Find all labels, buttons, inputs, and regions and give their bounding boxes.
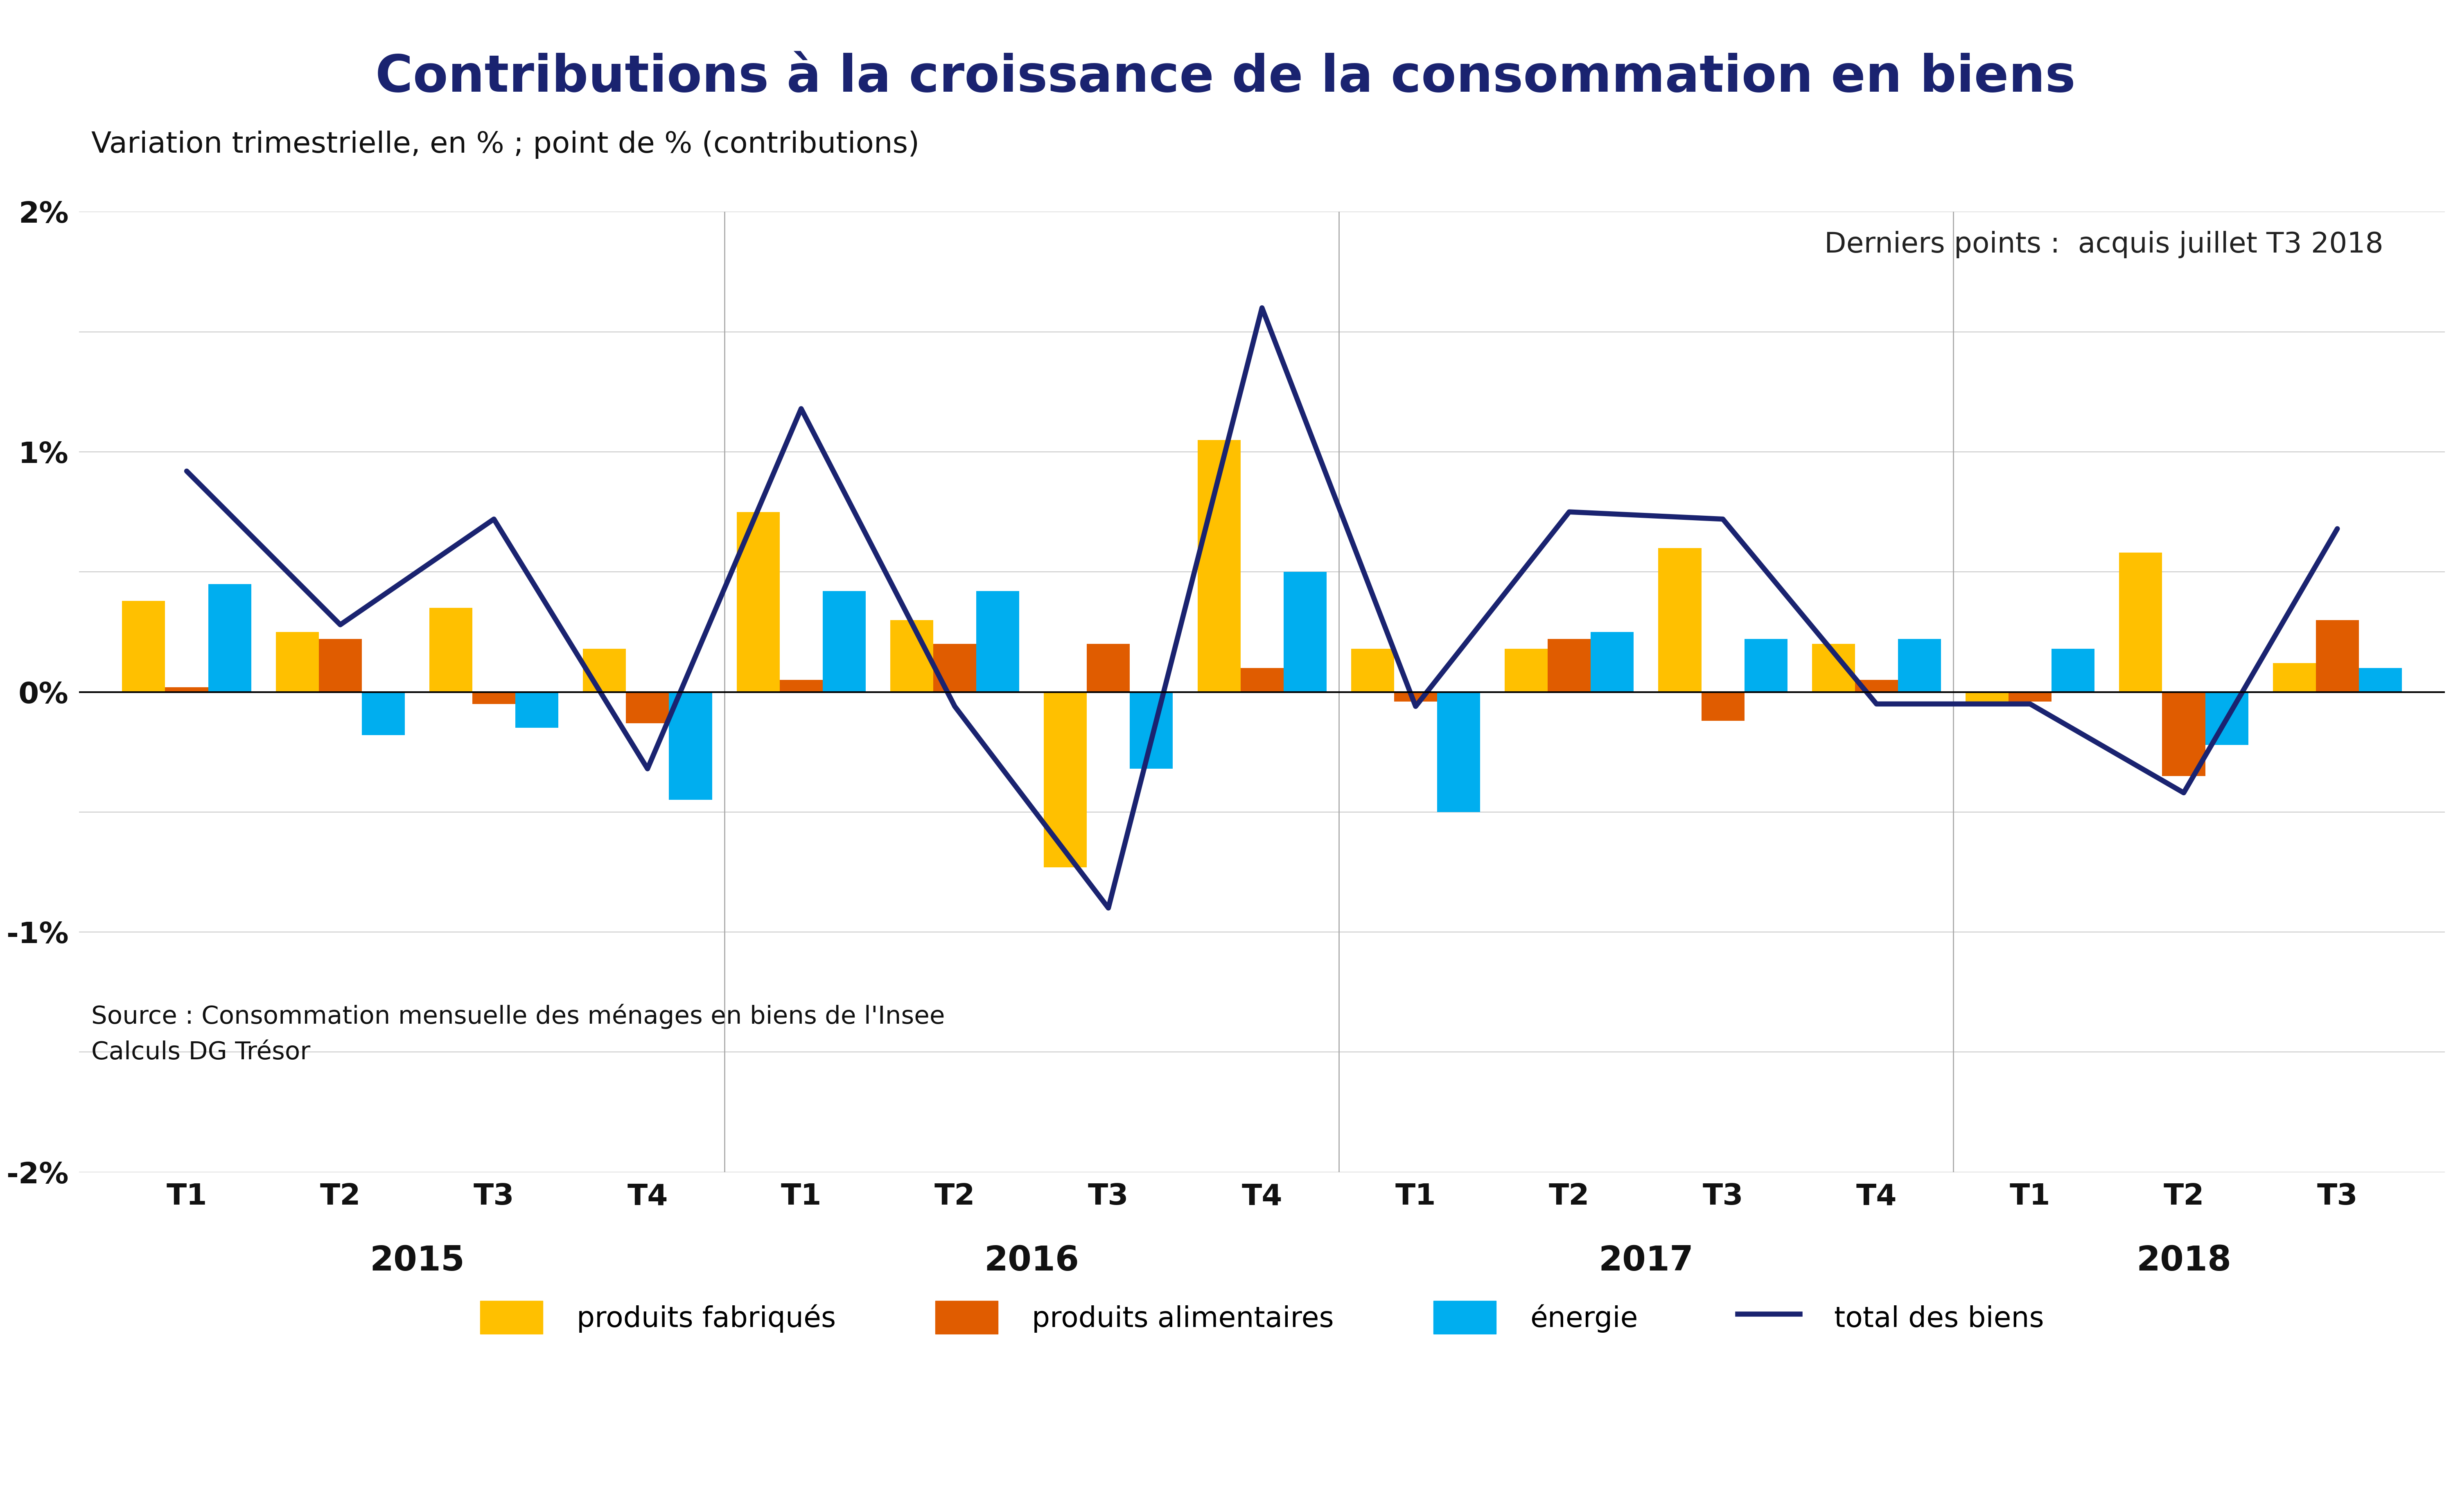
Bar — [738, 513, 779, 692]
Bar — [2316, 620, 2358, 692]
Bar — [1966, 692, 2007, 702]
Bar — [625, 692, 669, 723]
Bar — [2120, 553, 2162, 692]
Bar — [1086, 644, 1130, 692]
Bar — [2007, 692, 2051, 702]
Bar — [164, 686, 208, 692]
Text: Source : Consommation mensuelle des ménages en biens de l'Insee
Calculs DG Tréso: Source : Consommation mensuelle des ména… — [91, 1004, 946, 1064]
Bar — [1505, 649, 1547, 692]
Bar — [123, 600, 164, 692]
Bar — [824, 591, 865, 692]
Bar — [890, 620, 934, 692]
Bar — [429, 608, 473, 692]
Bar — [1659, 547, 1701, 692]
Text: 2018: 2018 — [2137, 1244, 2230, 1278]
Text: Contributions à la croissance de la consommation en biens: Contributions à la croissance de la cons… — [375, 53, 2076, 103]
Bar — [1811, 644, 1855, 692]
Bar — [208, 584, 250, 692]
Bar — [669, 692, 713, 800]
Bar — [583, 649, 625, 692]
Bar — [1855, 680, 1897, 692]
Text: 2016: 2016 — [985, 1244, 1078, 1278]
Bar — [2272, 664, 2316, 692]
Bar — [1547, 640, 1591, 692]
Bar — [1897, 640, 1941, 692]
Bar — [2162, 692, 2206, 776]
Bar — [2358, 668, 2402, 692]
Bar — [1351, 649, 1395, 692]
Legend: produits fabriqués, produits alimentaires, énergie, total des biens: produits fabriqués, produits alimentaire… — [468, 1290, 2056, 1346]
Bar — [1240, 668, 1284, 692]
Bar — [779, 680, 824, 692]
Bar — [2051, 649, 2096, 692]
Bar — [363, 692, 404, 735]
Bar — [975, 591, 1020, 692]
Text: Derniers points :  acquis juillet T3 2018: Derniers points : acquis juillet T3 2018 — [1824, 231, 2382, 259]
Text: 2017: 2017 — [1598, 1244, 1694, 1278]
Bar — [319, 640, 363, 692]
Bar — [473, 692, 515, 705]
Text: 2015: 2015 — [370, 1244, 466, 1278]
Bar — [1701, 692, 1745, 721]
Bar — [934, 644, 975, 692]
Bar — [1395, 692, 1436, 702]
Bar — [1199, 440, 1240, 692]
Bar — [1044, 692, 1086, 868]
Bar — [2206, 692, 2248, 745]
Bar — [1130, 692, 1174, 768]
Bar — [515, 692, 559, 727]
Bar — [1591, 632, 1635, 692]
Bar — [1745, 640, 1787, 692]
Text: Variation trimestrielle, en % ; point de % (contributions): Variation trimestrielle, en % ; point de… — [91, 130, 919, 159]
Bar — [1284, 572, 1326, 692]
Bar — [277, 632, 319, 692]
Bar — [1436, 692, 1480, 812]
